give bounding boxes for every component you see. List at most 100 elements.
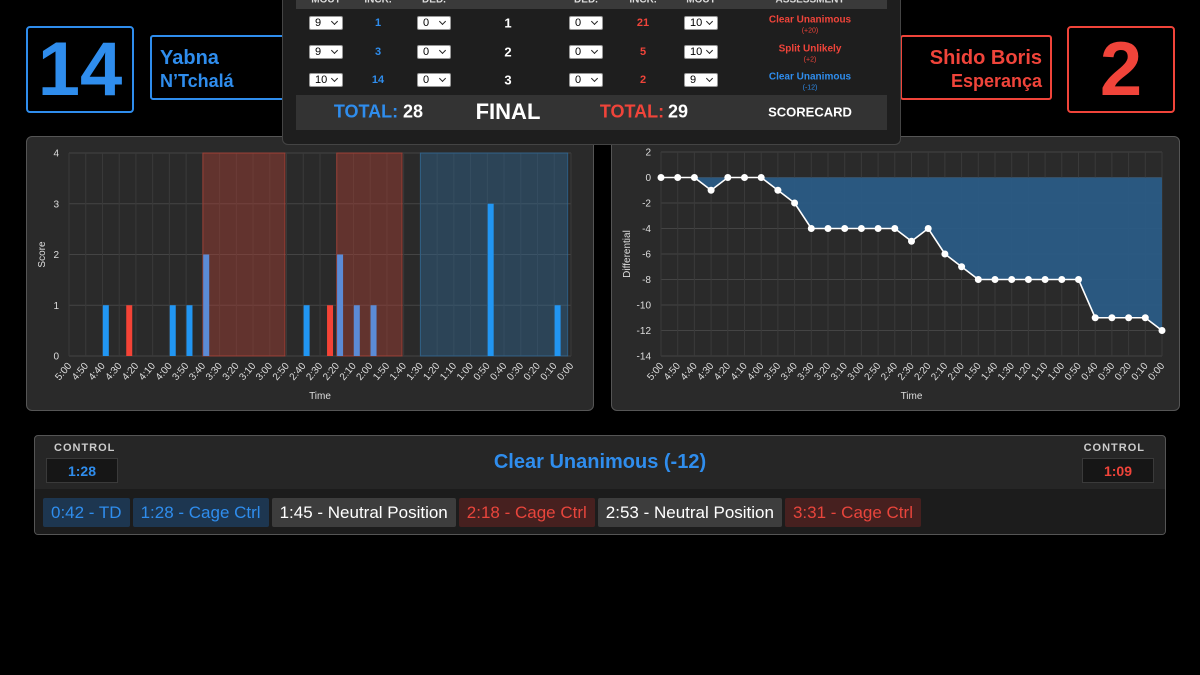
point	[791, 199, 799, 207]
y-tick-label: -2	[642, 199, 651, 210]
x-tick-label: 1:20	[421, 361, 442, 383]
x-tick-label: 0:10	[1130, 361, 1151, 383]
y-tick-label: 3	[53, 199, 59, 210]
x-tick-label: 4:50	[662, 361, 683, 383]
x-axis-label: Time	[901, 391, 923, 402]
x-tick-label: 3:50	[170, 361, 191, 383]
x-tick-label: 2:00	[355, 361, 376, 383]
blue-total: 28	[402, 101, 424, 122]
red-name: Shido Boris Esperança	[900, 35, 1052, 100]
control-region	[336, 152, 403, 357]
assessment: Clear Unanimous	[768, 71, 852, 83]
red-deduction[interactable]: 0	[569, 73, 603, 87]
event-chip: 2:53 - Neutral Position	[597, 498, 782, 527]
x-tick-label: 2:30	[304, 361, 325, 383]
x-tick-label: 0:50	[1063, 361, 1084, 383]
x-tick-label: 2:10	[338, 361, 359, 383]
y-tick-label: 1	[53, 301, 59, 312]
assessment: Split Unlikely	[778, 43, 842, 54]
point	[958, 263, 966, 271]
x-tick-label: 3:40	[779, 361, 800, 383]
blue-increment: 1	[374, 17, 382, 29]
x-tick-label: 1:10	[438, 361, 459, 383]
blue-select[interactable]: 9	[309, 16, 343, 30]
red-select[interactable]: 9	[684, 73, 718, 87]
column-header: MOUT	[686, 0, 716, 6]
total-label: TOTAL:	[333, 101, 399, 122]
verdict: Clear Unanimous (-12)	[493, 451, 707, 473]
blue-select[interactable]: 9	[309, 44, 343, 59]
control-label: CONTROL	[1083, 442, 1145, 454]
point	[1041, 276, 1049, 283]
x-tick-label: 4:00	[746, 361, 767, 383]
red-deduction[interactable]: 0	[569, 44, 603, 59]
y-axis-label: Score	[37, 241, 48, 268]
event-list: 0:42 - TD 1:28 - Cage Ctrl 1:45 - Neutral …	[35, 489, 1165, 534]
x-tick-label: 4:30	[695, 361, 716, 383]
column-header: INCR.	[364, 0, 392, 6]
red-increment: 5	[639, 45, 647, 58]
x-tick-label: 4:10	[137, 361, 158, 383]
point	[874, 225, 882, 232]
x-tick-label: 2:30	[896, 361, 917, 383]
x-tick-label: 2:20	[321, 361, 342, 383]
column-header: DED.	[574, 0, 598, 6]
control-panel: CONTROL 1:28 Clear Unanimous (-12) CONTR…	[34, 435, 1166, 535]
last-name: Esperança	[950, 71, 1042, 91]
bar	[126, 305, 133, 356]
y-tick-label: 2	[53, 250, 59, 261]
x-tick-label: 0:30	[505, 361, 526, 383]
assessment-detail: (+2)	[803, 56, 817, 63]
x-tick-label: 3:20	[221, 361, 242, 383]
x-tick-label: 3:30	[796, 361, 817, 383]
x-tick-label: 2:50	[862, 361, 883, 383]
point	[707, 186, 715, 194]
bar	[303, 305, 310, 356]
assessment-detail: (-12)	[802, 84, 818, 92]
scorecard-rows: 9 1 0 1 0 21 10 Clear Unanimous (+20) 9 3 0 2 0 5 10 Spl…	[283, 0, 900, 95]
x-tick-label: 0:00	[1146, 361, 1167, 383]
bar	[370, 305, 377, 356]
blue-increment: 3	[374, 45, 382, 58]
x-tick-label: 2:50	[271, 361, 292, 383]
point	[690, 174, 698, 181]
y-tick-label: 2	[645, 148, 651, 159]
blue-select[interactable]: 10	[309, 73, 343, 87]
bar	[554, 305, 561, 356]
blue-increment: 14	[371, 74, 385, 86]
bar	[203, 254, 210, 356]
x-tick-label: 4:40	[87, 361, 108, 383]
red-total: 29	[667, 101, 689, 122]
x-tick-label: 1:10	[1029, 361, 1050, 383]
x-tick-label: 2:00	[946, 361, 967, 383]
x-tick-label: 0:40	[488, 361, 509, 383]
x-tick-label: 2:40	[288, 361, 309, 383]
event-chip: 2:18 - Cage Ctrl	[458, 498, 595, 527]
x-tick-label: 3:10	[829, 361, 850, 383]
blue-deduction[interactable]: 0	[417, 16, 451, 30]
score-chart-panel: 0 1 2 3 4 5:00 4:50 4:40 4:30 4:20 4:10 4:00 3:50 3:4…	[26, 136, 594, 411]
x-tick-label: 1:30	[405, 361, 426, 383]
x-tick-label: 1:20	[1013, 361, 1034, 383]
first-name: Yabna	[160, 47, 219, 69]
event-chip: 0:42 - TD	[43, 498, 130, 527]
red-deduction[interactable]: 0	[569, 16, 603, 30]
blue-deduction[interactable]: 0	[417, 73, 451, 87]
red-select[interactable]: 10	[684, 44, 718, 59]
x-tick-label: 0:40	[1080, 361, 1101, 383]
y-tick-label: -8	[642, 275, 651, 286]
y-tick-label: 0	[645, 173, 651, 184]
y-tick-label: -4	[642, 224, 651, 235]
point	[674, 174, 682, 181]
y-tick-label: 4	[53, 149, 59, 160]
red-control-time: 1:09	[1082, 458, 1154, 483]
bar	[327, 305, 334, 356]
blue-deduction[interactable]: 0	[417, 44, 451, 59]
red-select[interactable]: 10	[684, 16, 718, 30]
blue-score: 14	[26, 26, 134, 113]
point	[657, 174, 665, 181]
bar	[169, 305, 176, 356]
column-header: ASSESSMENT	[775, 0, 845, 6]
point	[1158, 327, 1166, 334]
